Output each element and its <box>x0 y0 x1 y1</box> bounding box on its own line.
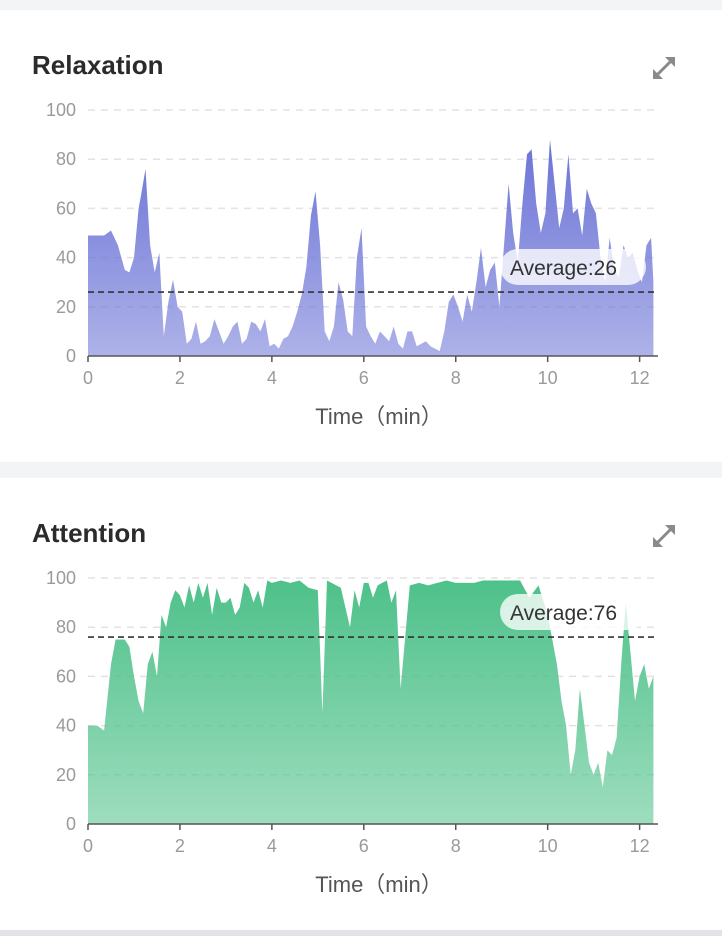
relaxation-chart: 0 20 40 60 80 100 0 2 4 6 8 10 12 Time（min） Average:26 <box>46 100 658 429</box>
y-tick-label: 0 <box>66 814 76 834</box>
x-axis-title: Time（min） <box>315 404 443 429</box>
average-badge <box>500 594 646 631</box>
x-tick-label: 10 <box>538 836 558 856</box>
relaxation-card: Relaxation 0 20 40 60 80 100 0 2 4 6 8 10 12 Time（min… <box>0 10 722 462</box>
y-tick-label: 100 <box>46 568 76 588</box>
x-tick-label: 4 <box>267 368 277 388</box>
attention-title: Attention <box>32 518 147 548</box>
y-tick-label: 100 <box>46 100 76 120</box>
attention-chart: 0 20 40 60 80 100 0 2 4 6 8 10 12 Time（min） Average:76 <box>46 568 658 897</box>
x-tick-label: 12 <box>630 836 650 856</box>
bottom-divider <box>0 930 722 936</box>
x-tick-label: 10 <box>538 368 558 388</box>
y-tick-label: 20 <box>56 297 76 317</box>
expand-icon[interactable] <box>644 48 684 88</box>
y-tick-label: 20 <box>56 765 76 785</box>
x-tick-label: 12 <box>630 368 650 388</box>
y-tick-label: 40 <box>56 248 76 268</box>
x-tick-label: 6 <box>359 836 369 856</box>
y-tick-label: 60 <box>56 666 76 686</box>
average-label: Average:26 <box>510 257 617 280</box>
x-tick-label: 4 <box>267 836 277 856</box>
expand-icon[interactable] <box>644 516 684 556</box>
y-tick-label: 80 <box>56 617 76 637</box>
y-tick-label: 60 <box>56 198 76 218</box>
x-tick-label: 2 <box>175 368 185 388</box>
x-tick-label: 8 <box>451 836 461 856</box>
relaxation-title: Relaxation <box>32 50 164 80</box>
y-tick-label: 80 <box>56 149 76 169</box>
x-tick-label: 0 <box>83 836 93 856</box>
average-label: Average:76 <box>510 602 617 625</box>
x-tick-label: 2 <box>175 836 185 856</box>
attention-card: Attention 0 20 40 60 80 100 0 2 4 6 8 10 12 Time（min）… <box>0 478 722 930</box>
y-tick-label: 40 <box>56 716 76 736</box>
x-tick-label: 8 <box>451 368 461 388</box>
y-tick-label: 0 <box>66 346 76 366</box>
x-axis-title: Time（min） <box>315 872 443 897</box>
series-area <box>88 580 654 824</box>
series-area <box>88 139 654 356</box>
x-tick-label: 6 <box>359 368 369 388</box>
x-tick-label: 0 <box>83 368 93 388</box>
average-badge <box>500 249 646 286</box>
